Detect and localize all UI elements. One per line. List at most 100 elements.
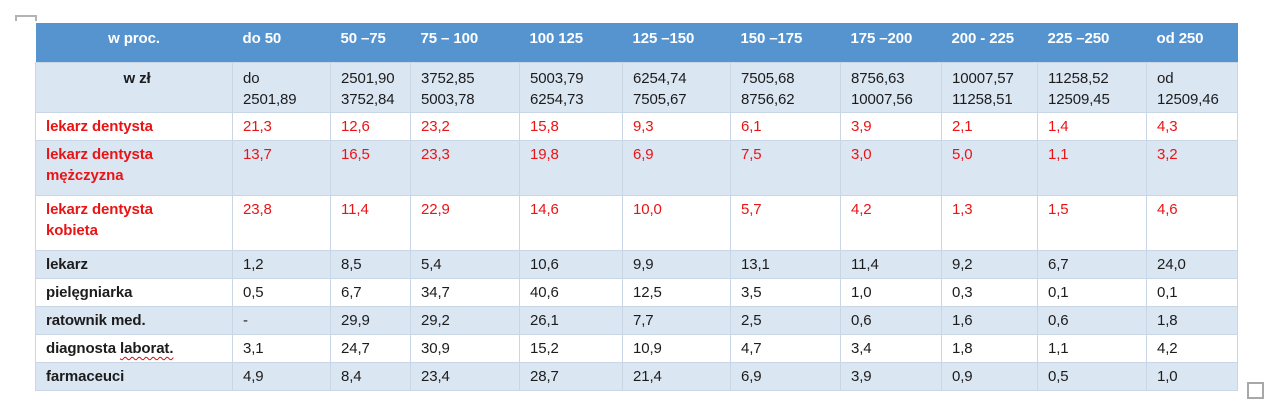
value-cell: - (232, 306, 331, 335)
value-cell: 0,5 (1037, 362, 1147, 391)
value-cell: 28,7 (519, 362, 623, 391)
value-cell: 10,6 (519, 250, 623, 279)
value-cell: 0,1 (1146, 278, 1238, 307)
value-cell: 9,3 (622, 112, 731, 141)
value-cell: 1,6 (941, 306, 1038, 335)
percent-header-row: w proc. do 50 50 –75 75 – 100 100 125 125 –1… (35, 23, 1238, 63)
value-cell: 6,9 (622, 140, 731, 196)
value-cell: 24,0 (1146, 250, 1238, 279)
value-cell: 4,3 (1146, 112, 1238, 141)
unit-range-cell: 11258,52 12509,45 (1037, 62, 1147, 113)
value-cell: 5,0 (941, 140, 1038, 196)
value-cell: 13,7 (232, 140, 331, 196)
corner-header-cell: w proc. (35, 23, 233, 63)
unit-range-cell: od 12509,46 (1146, 62, 1238, 113)
value-cell: 4,2 (840, 195, 942, 251)
value-cell: 15,8 (519, 112, 623, 141)
row-label: lekarz dentysta (35, 112, 233, 141)
row-label: pielęgniarka (35, 278, 233, 307)
table-row: diagnosta laborat. 3,1 24,7 30,9 15,2 10,9 4,7… (35, 334, 1238, 363)
value-cell: 4,6 (1146, 195, 1238, 251)
value-cell: 0,5 (232, 278, 331, 307)
value-cell: 29,2 (410, 306, 520, 335)
col-header: 100 125 (519, 23, 623, 63)
value-cell: 0,9 (941, 362, 1038, 391)
value-cell: 6,7 (330, 278, 411, 307)
row-label: farmaceuci (35, 362, 233, 391)
col-header: 175 –200 (840, 23, 942, 63)
table-row: lekarz dentysta 21,3 12,6 23,2 15,8 9,3 6,1 3,9… (35, 112, 1238, 141)
value-cell: 6,1 (730, 112, 841, 141)
value-cell: 3,9 (840, 362, 942, 391)
table-row: farmaceuci 4,9 8,4 23,4 28,7 21,4 6,9 3,9 0,9 0,5… (35, 362, 1238, 391)
value-cell: 1,4 (1037, 112, 1147, 141)
value-cell: 4,2 (1146, 334, 1238, 363)
value-cell: 10,0 (622, 195, 731, 251)
value-cell: 7,7 (622, 306, 731, 335)
value-cell: 23,8 (232, 195, 331, 251)
value-cell: 5,7 (730, 195, 841, 251)
value-cell: 3,5 (730, 278, 841, 307)
value-cell: 15,2 (519, 334, 623, 363)
row-label: diagnosta laborat. (35, 334, 233, 363)
row-label-text: diagnosta (46, 340, 121, 357)
value-cell: 8,5 (330, 250, 411, 279)
value-cell: 24,7 (330, 334, 411, 363)
table-anchor-mark (15, 15, 37, 21)
unit-range-cell: 8756,63 10007,56 (840, 62, 942, 113)
value-cell: 0,1 (1037, 278, 1147, 307)
unit-range-cell: 2501,90 3752,84 (330, 62, 411, 113)
value-cell: 11,4 (330, 195, 411, 251)
table-row: lekarz dentysta mężczyzna 13,7 16,5 23,3 19,… (35, 140, 1238, 196)
value-cell: 6,9 (730, 362, 841, 391)
table-row: lekarz dentysta kobieta 23,8 11,4 22,9 14,6 1… (35, 195, 1238, 251)
value-cell: 1,0 (840, 278, 942, 307)
unit-range-cell: 6254,74 7505,67 (622, 62, 731, 113)
value-cell: 4,7 (730, 334, 841, 363)
value-cell: 23,2 (410, 112, 520, 141)
value-cell: 3,4 (840, 334, 942, 363)
col-header: 75 – 100 (410, 23, 520, 63)
row-label: lekarz dentysta kobieta (35, 195, 233, 251)
value-cell: 2,5 (730, 306, 841, 335)
value-cell: 0,6 (840, 306, 942, 335)
table-resize-handle[interactable] (1247, 382, 1264, 399)
value-cell: 34,7 (410, 278, 520, 307)
unit-range-cell: do 2501,89 (232, 62, 331, 113)
value-cell: 1,1 (1037, 334, 1147, 363)
value-cell: 6,7 (1037, 250, 1147, 279)
table-row: pielęgniarka 0,5 6,7 34,7 40,6 12,5 3,5 1,0 0,3 0… (35, 278, 1238, 307)
value-cell: 1,2 (232, 250, 331, 279)
row-label: lekarz dentysta mężczyzna (35, 140, 233, 196)
unit-range-cell: 5003,79 6254,73 (519, 62, 623, 113)
value-cell: 1,3 (941, 195, 1038, 251)
value-cell: 13,1 (730, 250, 841, 279)
value-cell: 1,1 (1037, 140, 1147, 196)
unit-range-cell: 10007,57 11258,51 (941, 62, 1038, 113)
col-header: 150 –175 (730, 23, 841, 63)
value-cell: 3,0 (840, 140, 942, 196)
value-cell: 11,4 (840, 250, 942, 279)
unit-range-cell: 7505,68 8756,62 (730, 62, 841, 113)
value-cell: 21,3 (232, 112, 331, 141)
value-cell: 23,3 (410, 140, 520, 196)
col-header: od 250 (1146, 23, 1238, 63)
value-cell: 3,9 (840, 112, 942, 141)
value-cell: 9,9 (622, 250, 731, 279)
value-cell: 23,4 (410, 362, 520, 391)
value-cell: 29,9 (330, 306, 411, 335)
value-cell: 26,1 (519, 306, 623, 335)
row-label: ratownik med. (35, 306, 233, 335)
value-cell: 16,5 (330, 140, 411, 196)
misspelled-word: laborat. (120, 340, 174, 357)
value-cell: 8,4 (330, 362, 411, 391)
col-header: 50 –75 (330, 23, 411, 63)
col-header: 200 - 225 (941, 23, 1038, 63)
value-cell: 1,5 (1037, 195, 1147, 251)
value-cell: 22,9 (410, 195, 520, 251)
value-cell: 19,8 (519, 140, 623, 196)
value-cell: 3,1 (232, 334, 331, 363)
value-cell: 0,6 (1037, 306, 1147, 335)
value-cell: 21,4 (622, 362, 731, 391)
value-cell: 0,3 (941, 278, 1038, 307)
